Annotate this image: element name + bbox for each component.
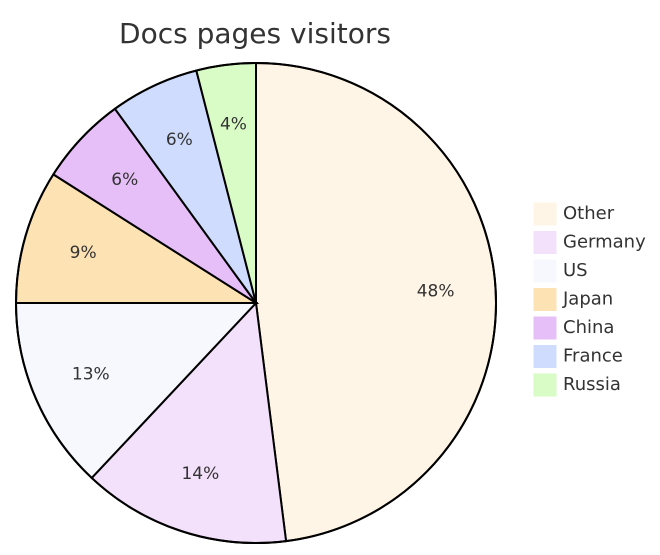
legend-swatch — [533, 231, 557, 254]
legend-label: Russia — [563, 374, 621, 395]
legend-label: Japan — [562, 289, 613, 310]
chart-title: Docs pages visitors — [119, 17, 391, 50]
legend-label: France — [563, 346, 623, 367]
data-label: 13% — [72, 364, 110, 384]
legend-swatch — [533, 316, 557, 340]
legend-label: China — [563, 317, 614, 338]
pie-outline — [15, 62, 497, 544]
legend-swatch — [533, 259, 557, 283]
pie-slice — [255, 61, 497, 543]
data-label: 6% — [111, 170, 138, 190]
data-label: 9% — [70, 243, 97, 263]
data-label: 14% — [181, 464, 219, 484]
data-label: 6% — [166, 130, 193, 150]
legend-swatch — [533, 345, 557, 368]
legend-swatch — [533, 202, 557, 226]
legend-label: Germany — [563, 232, 646, 253]
legend-label: US — [563, 260, 588, 281]
legend-swatch — [533, 288, 557, 311]
data-label: 4% — [220, 114, 247, 134]
data-label: 48% — [417, 282, 455, 302]
legend-label: Other — [563, 203, 615, 224]
legend-swatch — [533, 373, 557, 397]
